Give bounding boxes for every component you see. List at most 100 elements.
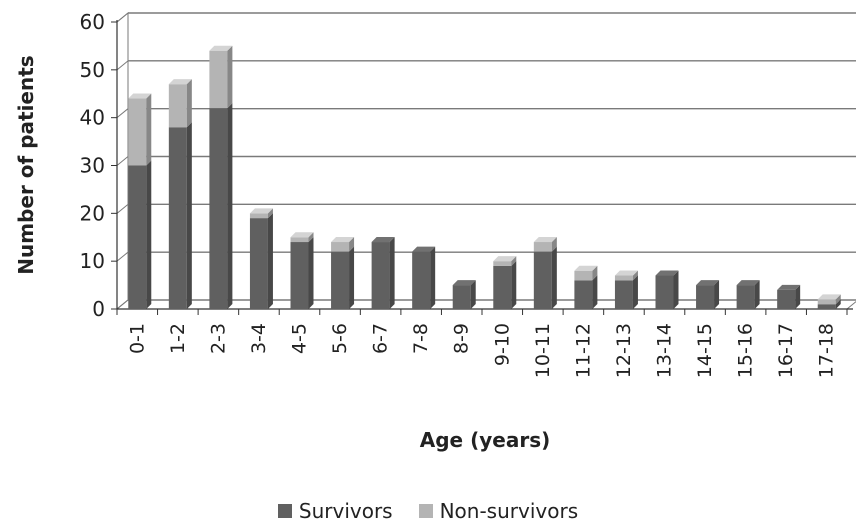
x-tick-label: 1-2 — [167, 323, 189, 354]
bar-non-survivors-4-5 — [290, 232, 314, 243]
legend-item-survivors: Survivors — [277, 499, 393, 523]
bar-front — [574, 270, 593, 281]
bar-side — [470, 280, 476, 309]
bar-survivors-8-9 — [452, 280, 476, 309]
gridline-side — [116, 108, 129, 119]
y-tick-label: 10 — [80, 249, 105, 273]
x-tick-label: 2-3 — [207, 323, 229, 354]
legend-label-survivors: Survivors — [298, 499, 393, 523]
bar-front — [493, 261, 512, 266]
y-axis-label: Number of patients — [14, 55, 38, 274]
bar-non-survivors-11-12 — [574, 265, 598, 281]
bar-survivors-1-2 — [168, 122, 192, 309]
bar-side — [632, 270, 638, 281]
bar-side — [267, 213, 273, 309]
y-tick-label: 60 — [80, 10, 105, 34]
bar-side — [308, 237, 314, 309]
y-tick-label: 20 — [80, 201, 105, 225]
bar-front — [696, 285, 715, 309]
bar-survivors-10-11 — [533, 246, 557, 309]
bar-side — [146, 160, 152, 309]
bar-survivors-5-6 — [331, 246, 355, 309]
bar-front — [736, 285, 755, 309]
legend-swatch-survivors — [277, 504, 292, 518]
bar-top — [452, 280, 476, 286]
y-tick-label: 30 — [80, 154, 105, 178]
bar-front — [128, 165, 147, 309]
bar-front — [209, 108, 228, 309]
bar-front — [128, 98, 147, 166]
bar-top — [128, 93, 152, 99]
bar-side — [551, 246, 557, 309]
x-tick-label: 14-15 — [694, 323, 716, 378]
bar-survivors-0-1 — [128, 160, 152, 309]
x-tick-label: 6-7 — [370, 323, 392, 354]
legend-label-non-survivors: Non-survivors — [439, 499, 579, 523]
x-tick-label: 9-10 — [491, 323, 513, 366]
bar-front — [249, 213, 268, 219]
bar-front — [655, 275, 674, 309]
gridline-side — [116, 12, 129, 23]
tick-labels: 0 10 20 30 40 50 60 0-1 1-2 2-3 3-4 4-5 5-6 6-7 7-8 8-9… — [80, 10, 838, 378]
gridline-side — [116, 156, 129, 166]
bar-top — [209, 45, 233, 51]
bar-front — [533, 242, 552, 252]
bar-non-survivors-3-4 — [249, 208, 273, 219]
bar-non-survivors-12-13 — [614, 270, 638, 281]
x-tick-label: 11-12 — [572, 323, 594, 378]
bar-side — [186, 122, 192, 309]
bar-top — [574, 265, 598, 271]
bar-side — [835, 299, 841, 309]
x-tick-label: 5-6 — [329, 323, 351, 354]
bar-front — [290, 242, 309, 309]
bar-front — [574, 280, 593, 309]
bar-side — [389, 237, 395, 309]
x-tick-label: 7-8 — [410, 323, 432, 354]
y-tick-label: 50 — [80, 58, 105, 82]
bar-side — [795, 284, 801, 309]
x-tick-label: 15-16 — [735, 323, 757, 378]
gridline-side — [116, 203, 129, 214]
y-tick-label: 40 — [80, 106, 105, 130]
bar-survivors-3-4 — [249, 213, 273, 309]
bar-front — [817, 299, 836, 305]
bar-side — [551, 237, 557, 252]
bar-top — [533, 237, 557, 243]
bar-top — [614, 270, 638, 276]
bar-front — [614, 275, 633, 281]
legend-item-non-survivors: Non-survivors — [418, 499, 579, 523]
bar-non-survivors-17-18 — [817, 294, 841, 305]
bar-front — [412, 251, 431, 309]
bar-non-survivors-2-3 — [209, 45, 233, 109]
legend-swatch-non-survivors — [418, 504, 433, 518]
bar-top — [331, 237, 355, 243]
bar-top — [655, 270, 679, 276]
bar-top — [249, 208, 273, 214]
bar-top — [290, 232, 314, 238]
bar-survivors-15-16 — [736, 280, 760, 309]
bar-side — [227, 45, 233, 109]
bar-side — [227, 103, 233, 309]
axes — [111, 20, 853, 315]
bar-survivors-12-13 — [614, 275, 638, 309]
x-tick-label: 3-4 — [248, 323, 270, 354]
x-tick-label: 0-1 — [126, 323, 148, 354]
bar-top — [817, 294, 841, 300]
bar-side — [592, 275, 598, 309]
bar-side — [267, 208, 273, 219]
bar-survivors-6-7 — [371, 237, 395, 309]
bar-front — [452, 285, 471, 309]
bar-non-survivors-5-6 — [331, 237, 355, 252]
bar-front — [290, 237, 309, 243]
bar-top — [412, 246, 436, 252]
bar-side — [754, 280, 760, 309]
bar-side — [835, 294, 841, 305]
bar-front — [168, 127, 187, 309]
bar-front — [533, 251, 552, 309]
bar-side — [714, 280, 720, 309]
bar-front — [209, 50, 228, 109]
bar-top — [696, 280, 720, 286]
bar-front — [817, 304, 836, 309]
x-tick-label: 8-9 — [451, 323, 473, 354]
bar-survivors-14-15 — [696, 280, 720, 309]
